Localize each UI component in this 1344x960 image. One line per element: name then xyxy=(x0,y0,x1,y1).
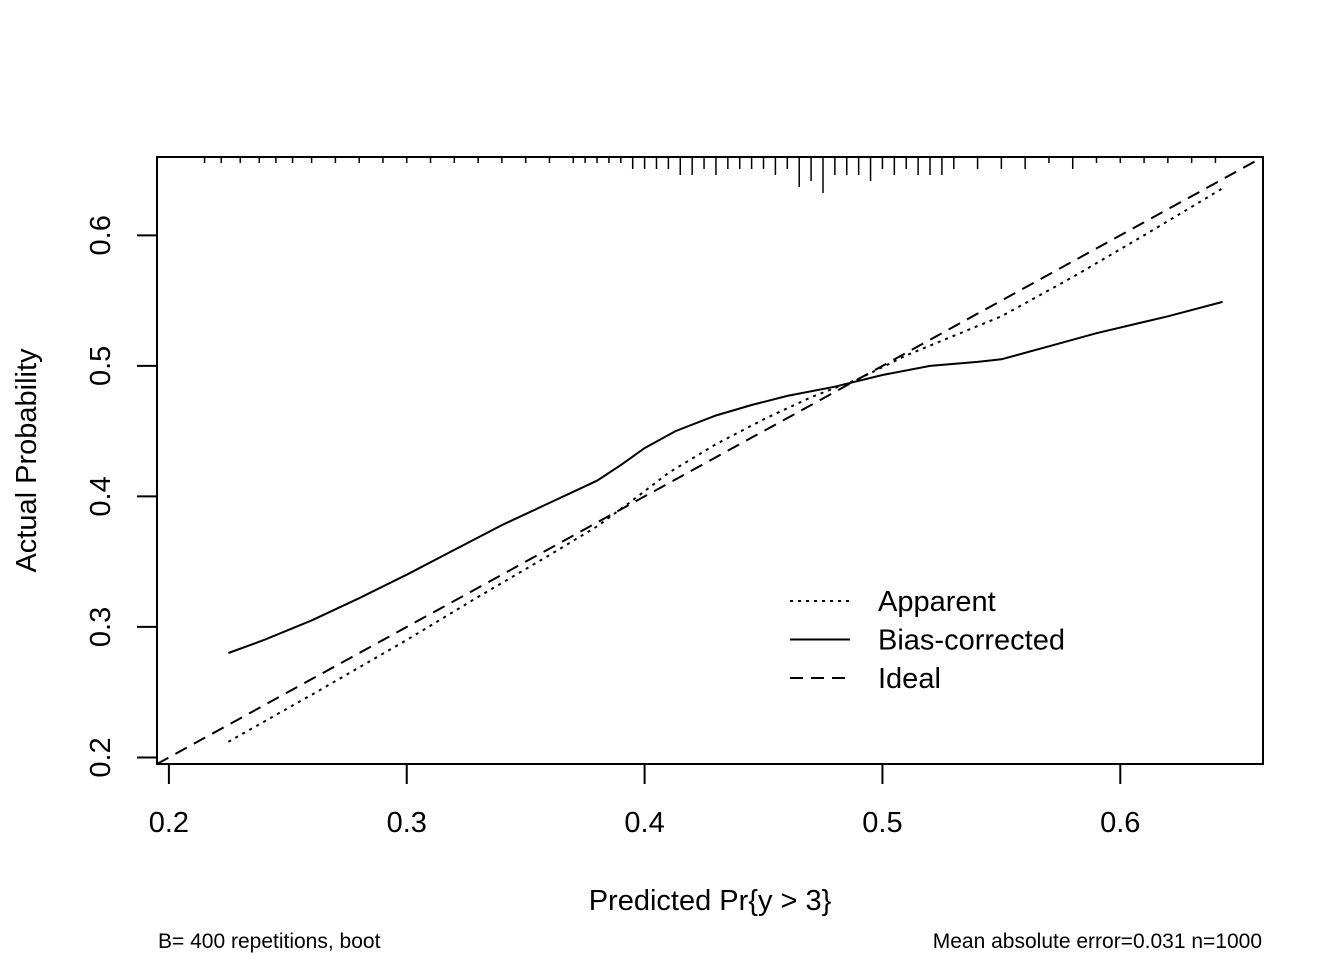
y-tick-label: 0.2 xyxy=(85,737,117,777)
series-line-ideal xyxy=(156,156,1264,765)
x-tick-label: 0.2 xyxy=(149,807,189,839)
y-tick-label: 0.4 xyxy=(85,476,117,516)
y-tick-label: 0.6 xyxy=(85,215,117,255)
x-axis-title: Predicted Pr{y > 3} xyxy=(589,885,832,917)
x-tick-label: 0.6 xyxy=(1100,807,1140,839)
x-tick-label: 0.4 xyxy=(624,807,664,839)
y-tick-label: 0.3 xyxy=(85,607,117,647)
x-tick-label: 0.5 xyxy=(862,807,902,839)
rug-layer xyxy=(203,157,1217,193)
footnote-left: B= 400 repetitions, boot xyxy=(158,930,381,953)
y-axis-title: Actual Probability xyxy=(11,348,43,573)
series-line-bias-corrected xyxy=(228,300,1223,654)
series-layer xyxy=(156,156,1264,765)
y-tick-label: 0.5 xyxy=(85,346,117,386)
legend-label: Bias-corrected xyxy=(878,625,1065,657)
x-tick-label: 0.3 xyxy=(387,807,427,839)
series-line-apparent xyxy=(227,187,1224,743)
x-axis: 0.2 0.3 0.4 0.5 0.6 xyxy=(149,763,1140,839)
legend: Apparent Bias-corrected Ideal xyxy=(790,586,1065,695)
footnote-right: Mean absolute error=0.031 n=1000 xyxy=(933,930,1262,953)
legend-label: Ideal xyxy=(878,663,941,695)
y-axis: 0.2 0.3 0.4 0.5 0.6 xyxy=(85,215,158,778)
legend-label: Apparent xyxy=(878,586,996,618)
